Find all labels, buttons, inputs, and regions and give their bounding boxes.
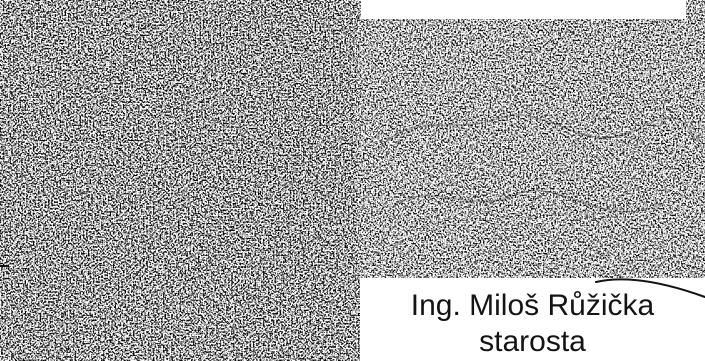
scan-noise-right	[357, 19, 705, 278]
signature-paper-area	[360, 278, 705, 361]
signature-block: Ing. Miloš Růžička starosta	[360, 288, 705, 360]
scan-noise-corner	[686, 0, 705, 22]
signature-stroke	[595, 278, 705, 298]
signatory-title: starosta	[479, 325, 586, 358]
scan-noise-left	[0, 0, 361, 361]
signatory-name: Ing. Miloš Růžička	[410, 289, 655, 322]
signature-scribble	[377, 114, 701, 151]
signature-scribble	[394, 189, 661, 213]
